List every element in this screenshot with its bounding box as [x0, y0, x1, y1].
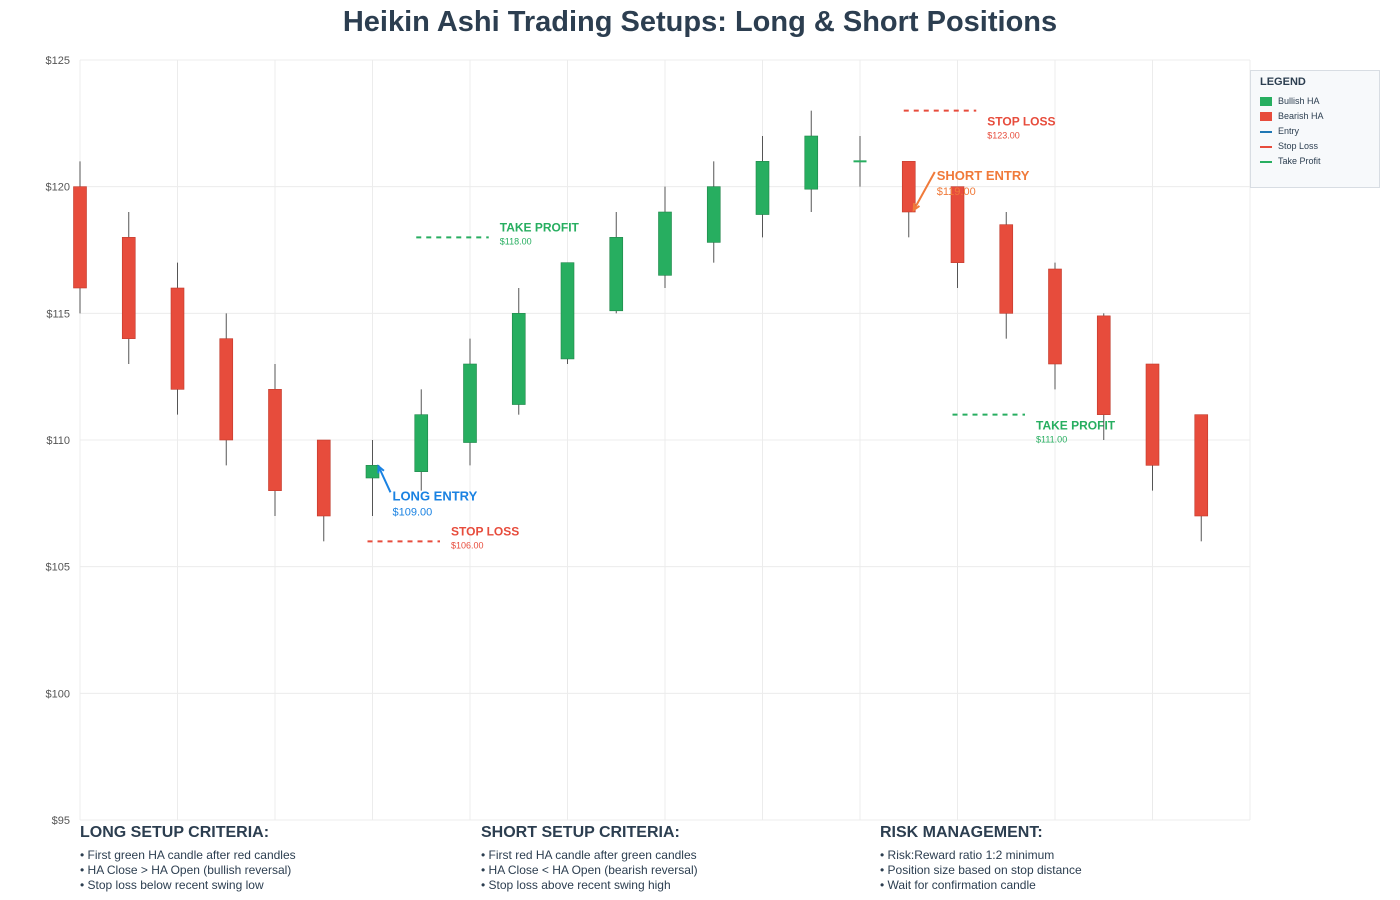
- legend-item-take-profit: Take Profit: [1260, 155, 1321, 167]
- short-setup-title: SHORT SETUP CRITERIA:: [481, 824, 680, 841]
- risk-management-title: RISK MANAGEMENT:: [880, 824, 1043, 841]
- arrow-head-icon: [377, 464, 385, 474]
- bullish-candle: [414, 414, 429, 472]
- y-tick-label: $125: [46, 55, 70, 67]
- bearish-candle: [121, 237, 136, 339]
- bearish-candle: [1194, 414, 1209, 517]
- bearish-candle: [1048, 268, 1062, 365]
- entries-layer: LONG ENTRY $109.00 SHORT ENTRY $119.00: [377, 168, 1030, 518]
- short-entry-label: SHORT ENTRY: [937, 168, 1030, 183]
- entry-arrow: [912, 171, 936, 211]
- risk-management-line: • Wait for confirmation candle: [880, 878, 1036, 892]
- legend-label: Stop Loss: [1278, 141, 1319, 151]
- short-setup-line: • Stop loss above recent swing high: [481, 878, 671, 892]
- take-profit-price: $111.00: [1036, 435, 1067, 445]
- short-setup-line: • HA Close < HA Open (bearish reversal): [481, 863, 698, 877]
- long-setup-criteria: LONG SETUP CRITERIA: • First green HA ca…: [80, 824, 460, 893]
- take-profit-line-icon: [1260, 160, 1272, 163]
- bullish-candle: [804, 135, 819, 190]
- legend-label: Bullish HA: [1278, 96, 1320, 106]
- stop-loss-label: STOP LOSS: [451, 524, 519, 538]
- bullish-candle: [560, 262, 575, 360]
- stop-loss-label: STOP LOSS: [987, 115, 1055, 129]
- stop-loss-price: $123.00: [987, 131, 1020, 141]
- legend-label: Take Profit: [1278, 156, 1321, 166]
- y-tick-label: $115: [46, 308, 70, 320]
- y-tick-label: $110: [46, 435, 70, 447]
- entry-line-icon: [1260, 130, 1272, 133]
- bearish-candle: [1096, 315, 1111, 415]
- take-profit-label: TAKE PROFIT: [1036, 419, 1116, 433]
- bearish-candle: [950, 186, 965, 263]
- take-profit-label: TAKE PROFIT: [500, 220, 580, 234]
- bearish-candle: [316, 439, 331, 517]
- risk-management: RISK MANAGEMENT: • Risk:Reward ratio 1:2…: [880, 824, 1260, 893]
- y-tick-label: $100: [46, 688, 70, 700]
- short-entry-price: $119.00: [937, 186, 976, 198]
- y-tick-label: $105: [46, 562, 70, 574]
- short-setup-line: • First red HA candle after green candle…: [481, 848, 697, 862]
- bullish-candle: [365, 465, 380, 479]
- legend-item-bearish: Bearish HA: [1260, 110, 1324, 122]
- candles-layer: [73, 110, 1209, 542]
- take-profit-price: $118.00: [500, 236, 532, 246]
- arrow-head-icon: [912, 202, 921, 213]
- stop-loss-dash-icon: [1260, 145, 1272, 148]
- stop-loss-price: $106.00: [451, 540, 484, 550]
- levels-layer: TAKE PROFIT $118.00 STOP LOSS $106.00 STOP L…: [367, 109, 1116, 550]
- grid-layer: [79, 59, 1251, 821]
- bullish-candle: [755, 161, 770, 215]
- bearish-candle: [219, 338, 234, 441]
- bearish-candle: [73, 186, 87, 289]
- bearish-candle: [268, 389, 282, 491]
- bearish-swatch-icon: [1260, 112, 1272, 122]
- long-setup-title: LONG SETUP CRITERIA:: [80, 824, 270, 841]
- bullish-candle: [706, 186, 721, 243]
- y-axis: $125 $120 $115 $110 $105 $100 $95: [46, 55, 70, 827]
- chart-title: Heikin Ashi Trading Setups: Long & Short…: [342, 6, 1058, 38]
- bearish-candle: [1145, 363, 1160, 466]
- bullish-candle: [511, 313, 526, 405]
- long-setup-line: • HA Close > HA Open (bullish reversal): [80, 863, 292, 877]
- bullish-candle: [463, 363, 477, 443]
- bullish-candle: [658, 211, 672, 276]
- y-tick-label: $120: [46, 182, 70, 194]
- legend-item-stop-loss: Stop Loss: [1260, 140, 1318, 152]
- risk-management-line: • Risk:Reward ratio 1:2 minimum: [880, 848, 1055, 862]
- risk-management-line: • Position size based on stop distance: [880, 863, 1082, 877]
- legend-item-bullish: Bullish HA: [1260, 95, 1320, 107]
- long-setup-line: • Stop loss below recent swing low: [80, 878, 264, 892]
- short-setup-criteria: SHORT SETUP CRITERIA: • First red HA can…: [481, 824, 861, 893]
- long-entry-label: LONG ENTRY: [393, 488, 478, 503]
- legend-item-entry: Entry: [1260, 125, 1299, 137]
- legend: LEGEND Bullish HA Bearish HA Entry Stop …: [1250, 70, 1380, 188]
- bullish-candle: [609, 237, 624, 312]
- bearish-candle: [170, 287, 185, 390]
- legend-label: Entry: [1278, 126, 1300, 136]
- entry-arrow: [377, 465, 392, 493]
- legend-title: LEGEND: [1260, 76, 1306, 88]
- long-setup-line: • First green HA candle after red candle…: [80, 848, 296, 862]
- long-entry-price: $109.00: [393, 506, 433, 518]
- legend-label: Bearish HA: [1278, 111, 1324, 121]
- bearish-candle: [999, 224, 1014, 314]
- y-tick-label: $95: [52, 815, 70, 827]
- bearish-candle: [901, 161, 916, 213]
- bullish-swatch-icon: [1260, 97, 1272, 107]
